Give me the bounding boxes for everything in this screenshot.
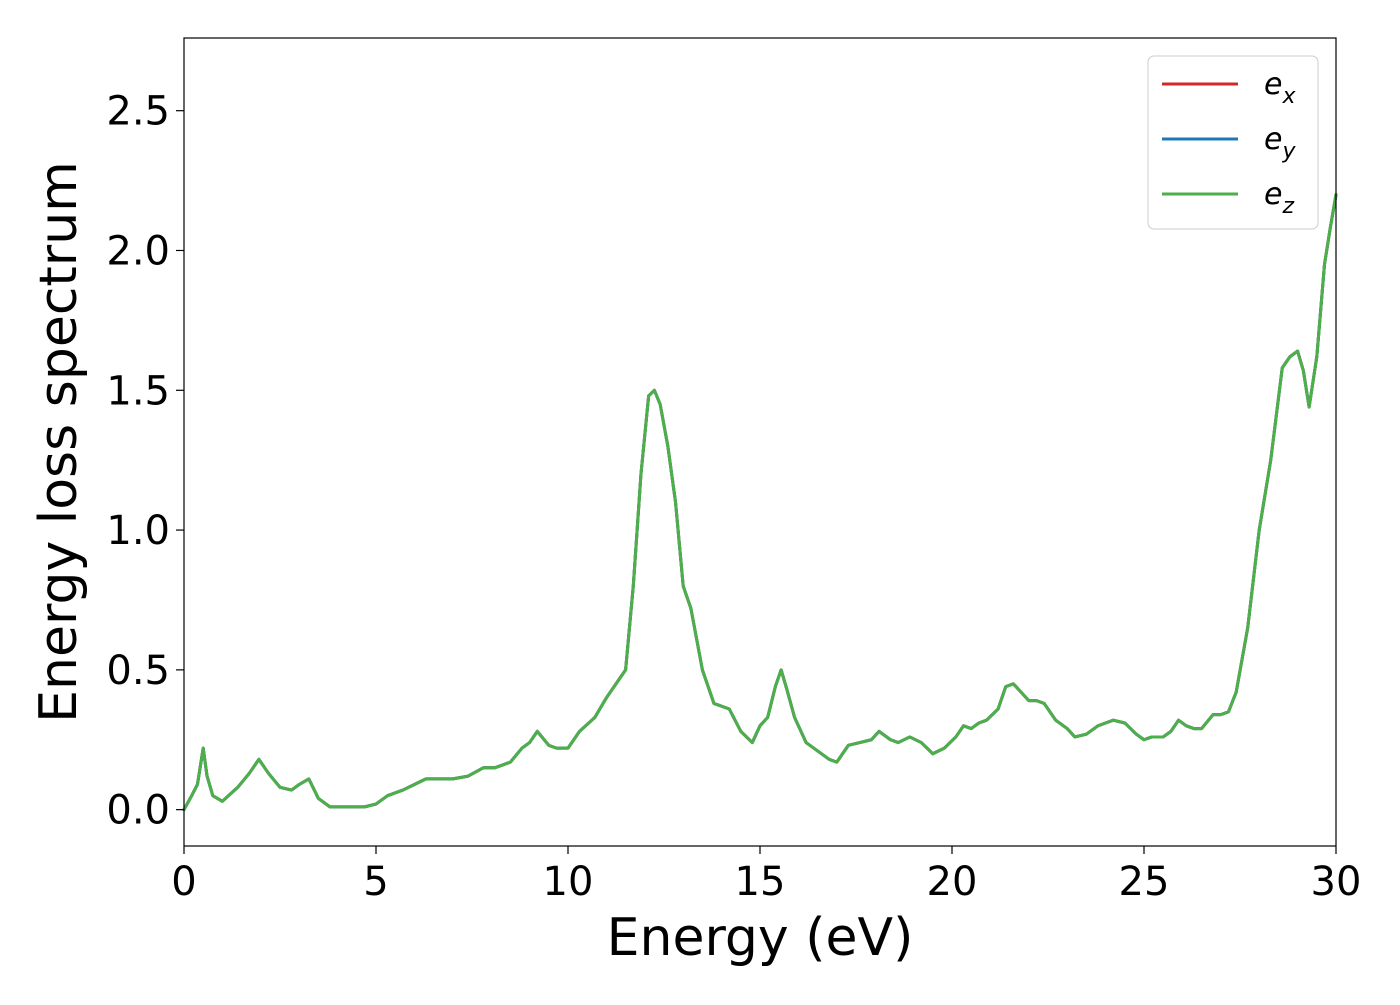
legend-label: ez [1264,177,1294,219]
x-tick-label: 25 [1119,859,1170,905]
y-tick-label: 0.0 [106,788,170,834]
x-tick-label: 30 [1311,859,1362,905]
x-tick-label: 15 [735,859,786,905]
series-layer [182,193,1338,812]
y-tick-label: 1.5 [106,368,170,414]
x-tick-label: 0 [171,859,196,905]
legend-label-subscript: x [1281,84,1296,109]
x-tick-label: 5 [363,859,388,905]
series-line-e-y [182,193,1338,812]
series-line-e-z [182,193,1338,812]
x-tick-label: 20 [927,859,978,905]
y-axis-title: Energy loss spectrum [29,161,89,723]
legend-label-subscript: z [1281,194,1294,219]
y-tick-label: 1.0 [106,508,170,554]
y-tick-label: 2.5 [106,89,170,135]
y-tick-label: 0.5 [106,648,170,694]
legend-box [1147,55,1319,230]
x-axis-title: Energy (eV) [607,908,914,968]
y-tick-label: 2.0 [106,228,170,274]
series-line-e-x [182,193,1338,812]
ticks-layer: 0 5 10 15 20 25 30 0.0 0.5 1.0 1.5 2.0 2.5 [106,89,1361,905]
x-tick-label: 10 [543,859,594,905]
legend-label-subscript: y [1281,139,1296,164]
